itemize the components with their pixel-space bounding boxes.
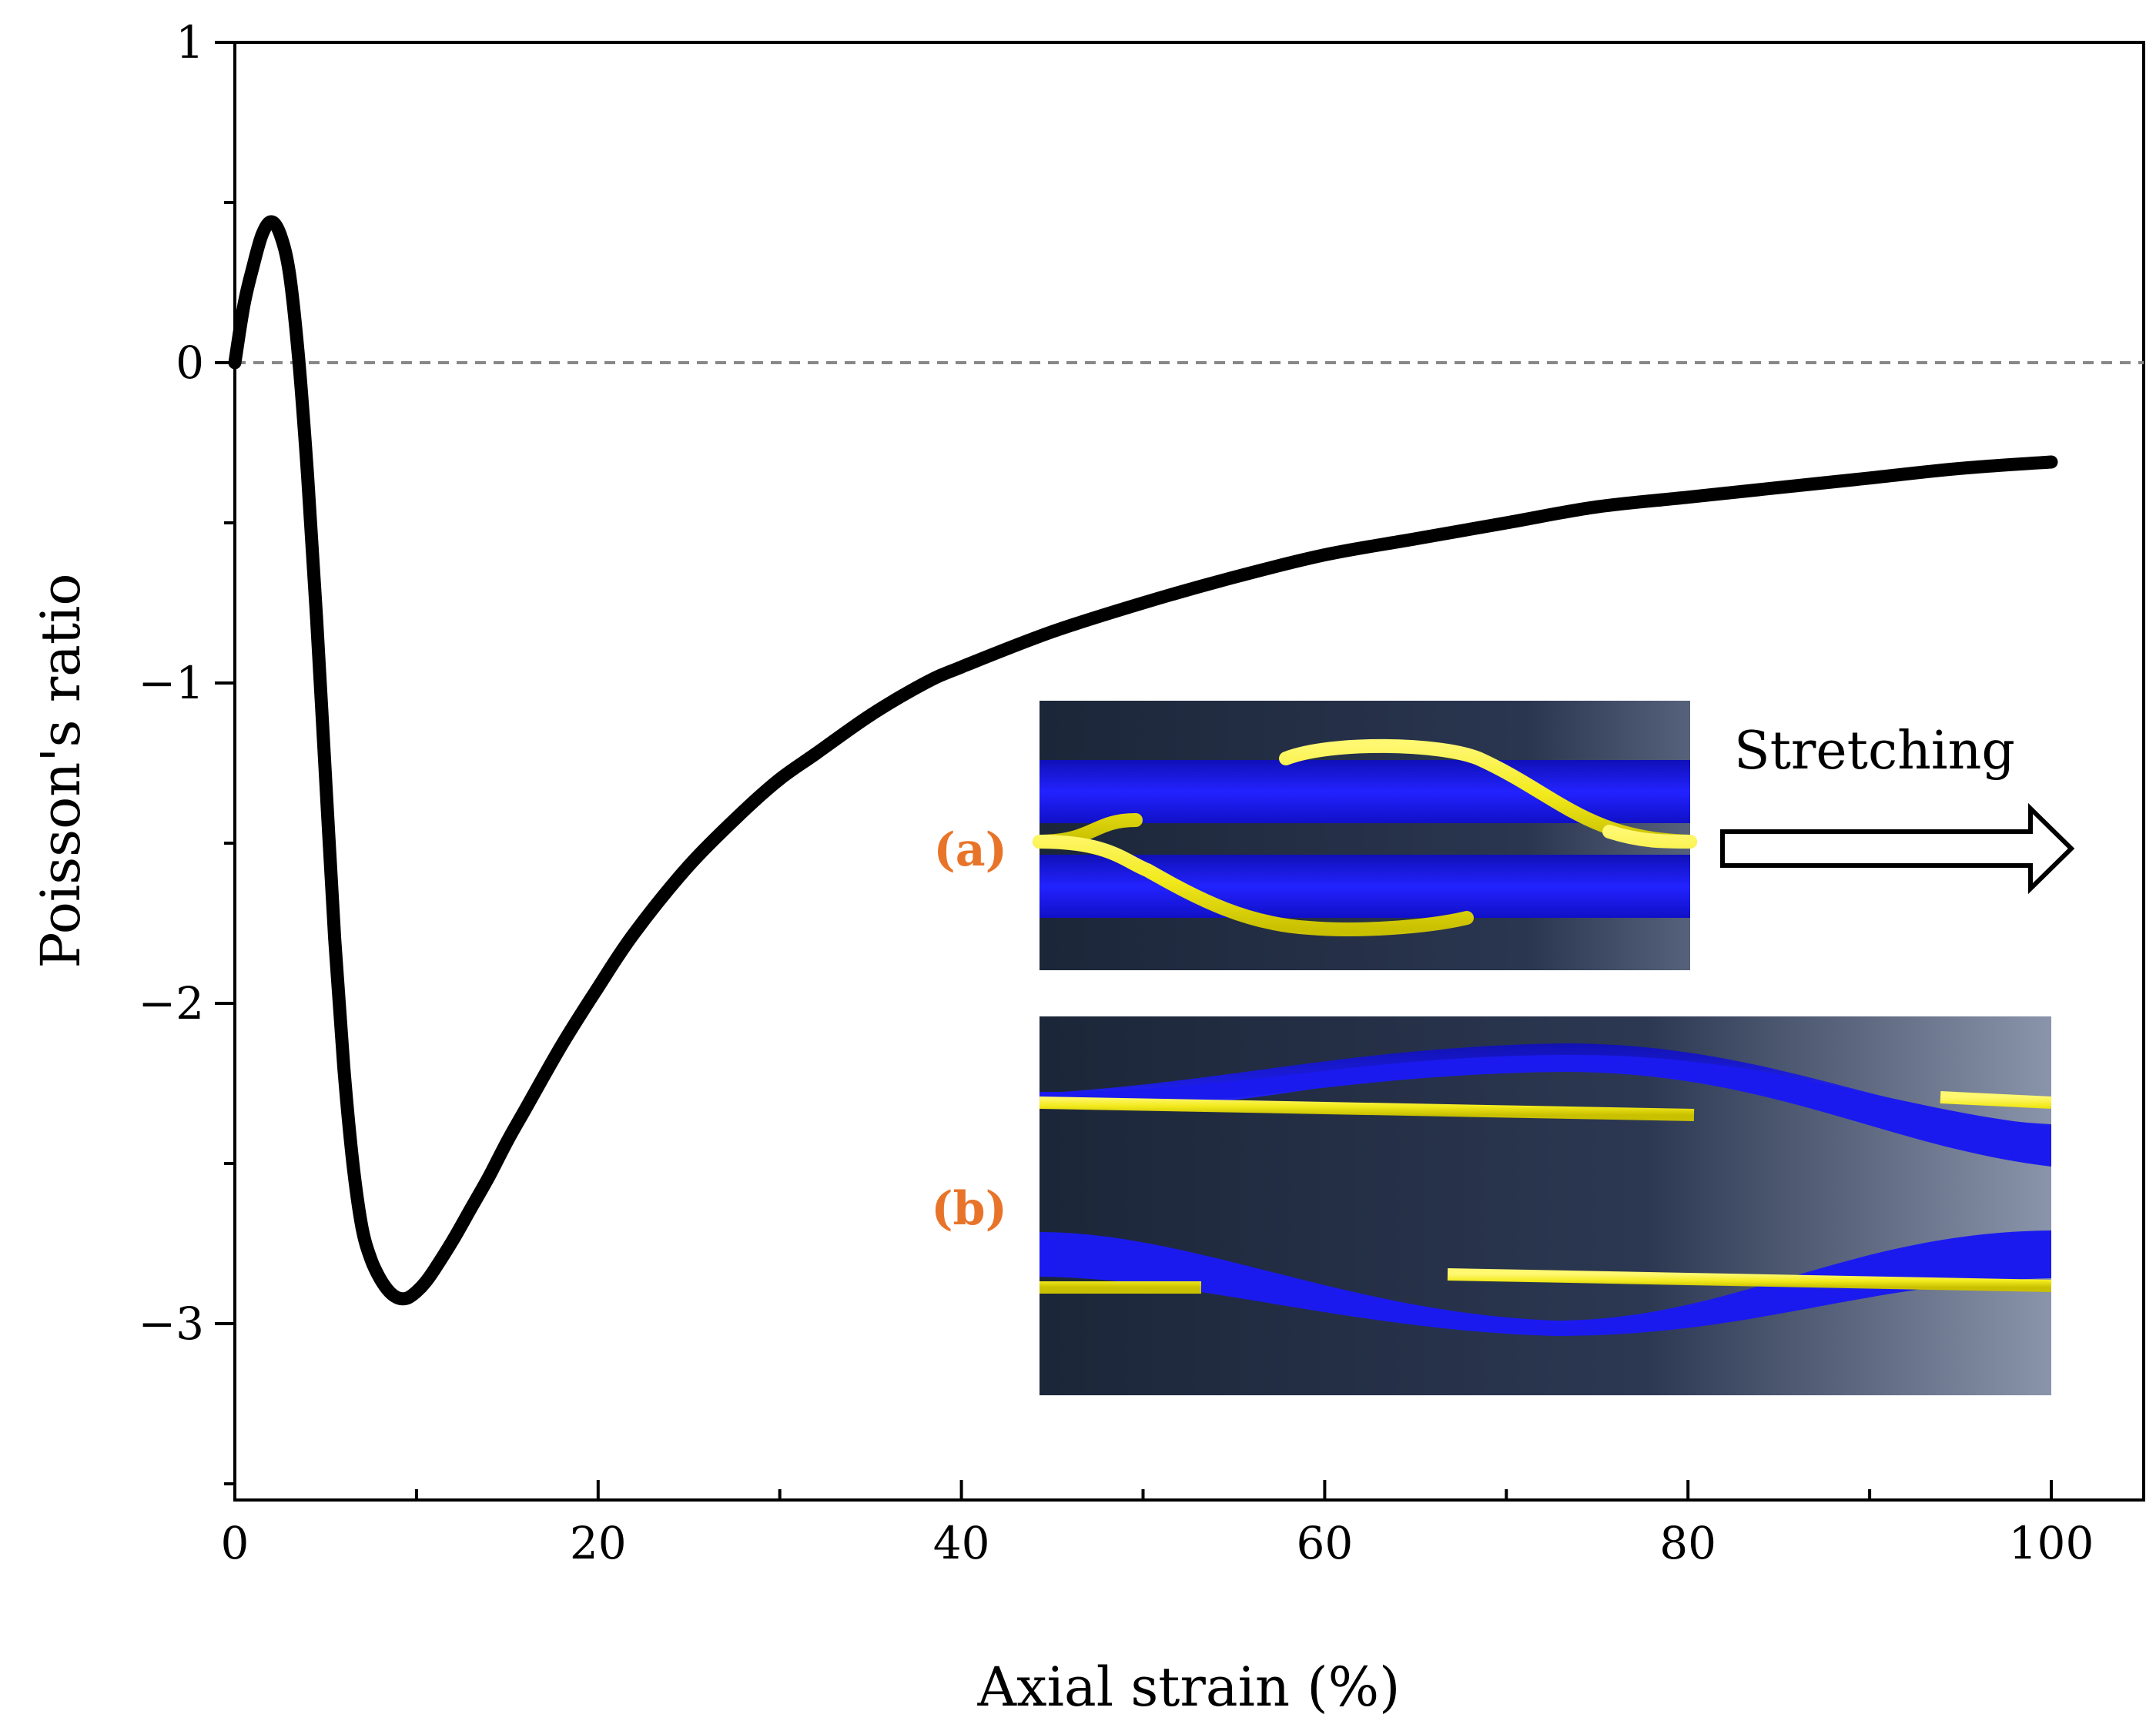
inset-b-fiber-top bbox=[1040, 1043, 2051, 1161]
stretching-label: Stretching bbox=[1734, 721, 2015, 782]
inset-a: (a) bbox=[933, 701, 1697, 970]
x-tick-label: 20 bbox=[570, 1517, 627, 1569]
y-tick-label: 1 bbox=[176, 16, 204, 69]
inset-b-yellow-bottom bbox=[1040, 1268, 2052, 1294]
inset-b: (b) bbox=[931, 1016, 2052, 1395]
inset-b-yellow-top bbox=[1039, 1091, 2052, 1121]
inset-b-background bbox=[1040, 1016, 2051, 1395]
y-tick-label: −2 bbox=[139, 977, 205, 1030]
x-tick-label: 100 bbox=[2009, 1517, 2094, 1569]
inset-b-label: (b) bbox=[931, 1182, 1007, 1236]
x-axis-ticks: 0 20 40 60 80 100 bbox=[221, 1480, 2094, 1569]
x-tick-label: 80 bbox=[1659, 1517, 1716, 1569]
inset-a-label: (a) bbox=[933, 823, 1007, 877]
inset-b-fiber-bottom-body bbox=[1040, 1230, 2051, 1336]
inset-b-fiber-top-body bbox=[1040, 1054, 2051, 1167]
y-tick-label: −3 bbox=[139, 1297, 205, 1350]
x-tick-label: 60 bbox=[1296, 1517, 1353, 1569]
plot-frame bbox=[233, 41, 2145, 1502]
poisson-ratio-curve bbox=[228, 215, 2058, 1306]
y-tick-label: −1 bbox=[139, 657, 205, 709]
stretching-arrow bbox=[1720, 802, 2075, 895]
x-axis-title: Axial strain (%) bbox=[977, 1656, 1401, 1719]
y-tick-label: 0 bbox=[176, 336, 204, 389]
x-tick-label: 0 bbox=[221, 1517, 249, 1569]
y-axis-title: Poisson's ratio bbox=[29, 573, 92, 968]
x-tick-label: 40 bbox=[933, 1517, 990, 1569]
inset-a-helix-strand-lower bbox=[1033, 825, 1697, 936]
y-axis-ticks: 1 0 −1 −2 −3 bbox=[139, 16, 235, 1485]
